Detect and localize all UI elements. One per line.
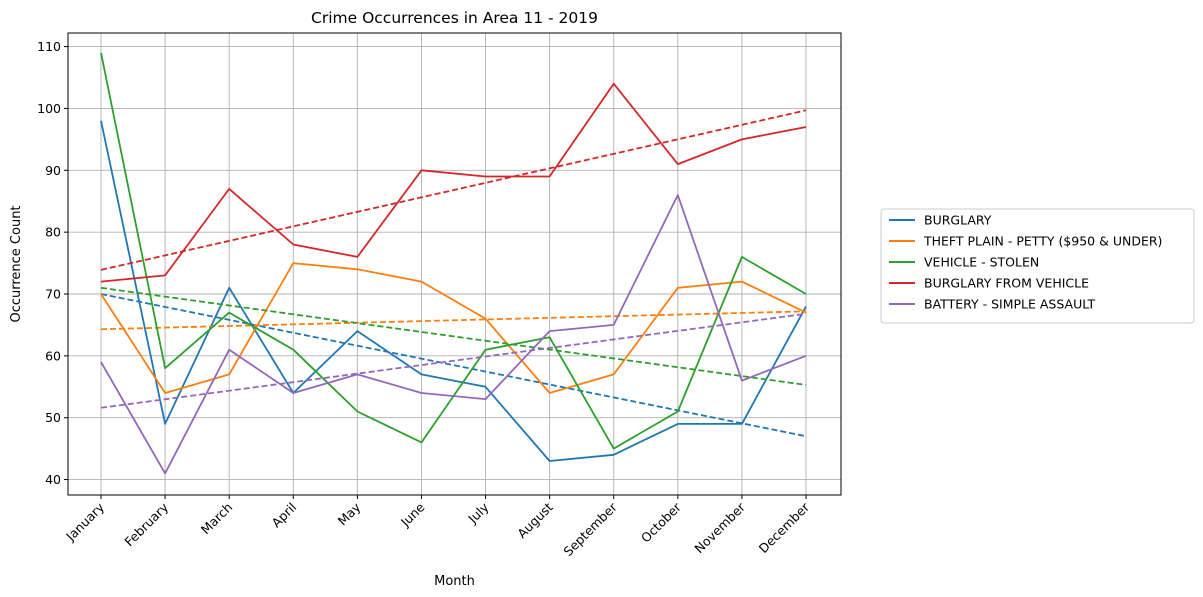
grid-lines — [68, 33, 841, 495]
series-line-3 — [100, 52, 807, 450]
trend-line-5 — [100, 312, 807, 409]
y-tick-label: 100 — [37, 101, 61, 116]
chart-title: Crime Occurrences in Area 11 - 2019 — [311, 9, 598, 27]
y-axis-ticks: 40 50 60 70 80 90 100 110 — [37, 39, 68, 487]
y-axis-label: Occurrence Count — [9, 205, 24, 322]
x-tick-label: March — [198, 500, 236, 538]
x-tick-label: December — [756, 499, 813, 556]
x-tick-label: October — [638, 499, 685, 546]
series-line-5 — [100, 194, 807, 475]
series-line-4 — [100, 82, 807, 283]
legend-label: VEHICLE - STOLEN — [924, 255, 1039, 270]
legend-label: THEFT PLAIN - PETTY ($950 & UNDER) — [923, 234, 1162, 249]
x-tick-label: May — [335, 499, 364, 528]
x-tick-label: September — [560, 499, 620, 559]
legend-label: BURGLARY — [924, 213, 992, 228]
trend-line-3 — [100, 286, 807, 386]
x-tick-label: July — [464, 499, 492, 527]
x-tick-label: November — [691, 499, 748, 556]
series-lines — [100, 52, 807, 475]
x-tick-label: February — [121, 499, 171, 549]
x-tick-label: August — [514, 499, 556, 541]
y-tick-label: 70 — [45, 286, 61, 301]
y-tick-label: 60 — [45, 348, 61, 363]
trend-line-1 — [100, 293, 807, 438]
x-tick-label: April — [269, 500, 300, 531]
series-line-1 — [100, 120, 807, 462]
x-tick-label: January — [62, 499, 107, 544]
legend-label: BURGLARY FROM VEHICLE — [924, 276, 1089, 291]
y-tick-label: 80 — [45, 225, 61, 240]
trend-line-4 — [100, 109, 807, 271]
y-tick-label: 90 — [45, 163, 61, 178]
legend: BURGLARY THEFT PLAIN - PETTY ($950 & UNDE… — [880, 208, 1195, 324]
trend-line-2 — [100, 310, 807, 331]
plot-frame — [67, 32, 842, 496]
x-axis-ticks: January February March April May June July Augu… — [62, 495, 813, 559]
y-tick-label: 110 — [37, 39, 61, 54]
series-line-2 — [100, 262, 807, 394]
legend-box — [880, 208, 1195, 324]
y-tick-label: 40 — [45, 472, 61, 487]
legend-label: BATTERY - SIMPLE ASSAULT — [924, 297, 1095, 312]
x-axis-label: Month — [434, 574, 475, 589]
x-tick-label: June — [397, 499, 428, 530]
y-tick-label: 50 — [45, 410, 61, 425]
